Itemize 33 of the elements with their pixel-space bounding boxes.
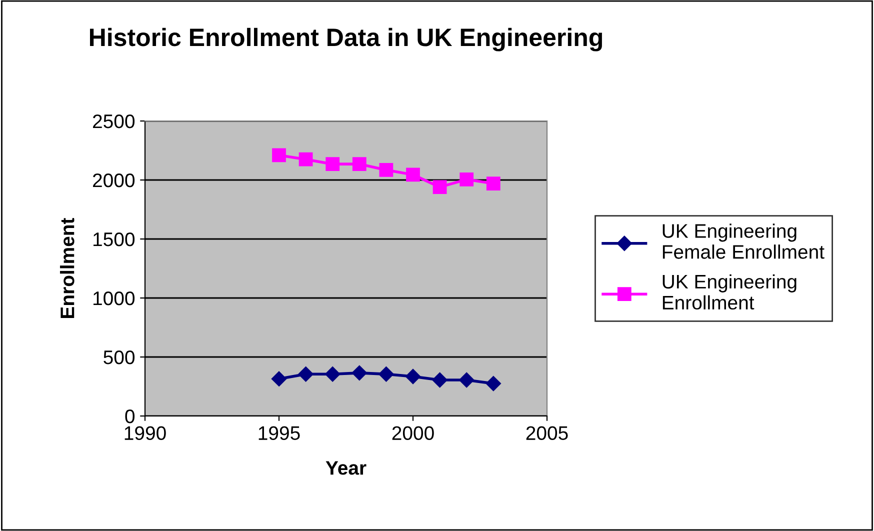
point <box>379 163 394 177</box>
y-tick-label: 2000 <box>93 173 135 188</box>
point <box>406 168 420 182</box>
x-tick-label: 2000 <box>392 426 434 440</box>
point <box>460 172 474 186</box>
y-tick-label: 1500 <box>94 232 135 246</box>
point <box>326 157 340 172</box>
y-tick-label: 500 <box>104 350 135 364</box>
point <box>352 365 367 380</box>
y-tick-label: 1000 <box>94 291 135 306</box>
legend-label: UK Engineering Enrollment <box>662 274 796 310</box>
y-axis-title: Enrollment <box>60 218 74 318</box>
point <box>486 376 501 392</box>
y-tick-label: 2500 <box>93 114 135 128</box>
point <box>459 372 474 388</box>
point <box>432 180 447 194</box>
point <box>325 366 340 382</box>
legend-label: UK Engineering Female Enrollment <box>662 224 824 259</box>
point <box>272 148 286 162</box>
point <box>432 372 448 388</box>
point <box>298 152 313 166</box>
point <box>352 157 366 172</box>
y-tick-label: 0 <box>125 409 135 424</box>
chart-title: Historic Enrollment Data in UK Engineering <box>90 28 602 52</box>
point <box>486 176 500 190</box>
x-axis-title: Year <box>326 461 366 475</box>
x-tick-label: 1995 <box>258 426 300 440</box>
point <box>405 368 421 384</box>
x-tick-label: 1990 <box>124 426 166 440</box>
x-tick-label: 2005 <box>526 426 568 440</box>
point <box>271 371 287 386</box>
point <box>378 366 394 382</box>
point <box>298 366 314 382</box>
